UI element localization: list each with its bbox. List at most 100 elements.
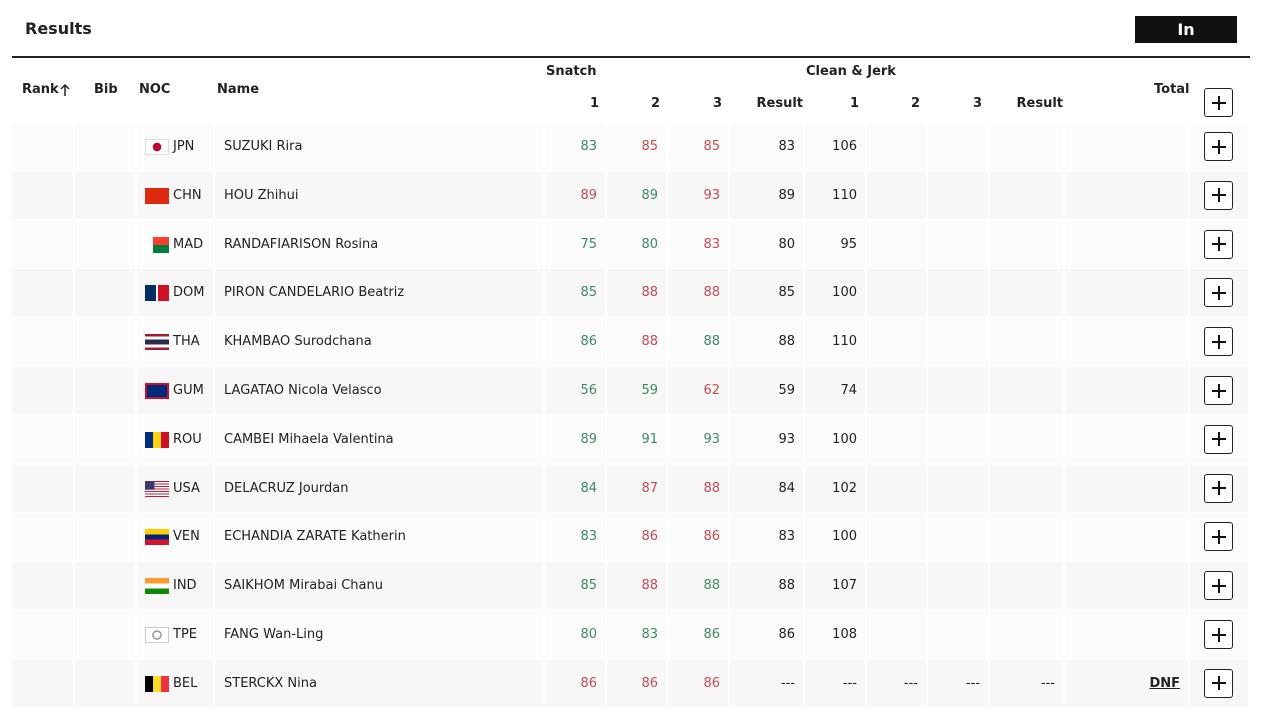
noc-cell: BEL xyxy=(137,659,215,707)
cj-result xyxy=(990,123,1065,170)
total-cell xyxy=(1065,318,1190,366)
cj-result xyxy=(990,318,1065,366)
snatch-attempt: 56 xyxy=(545,367,607,414)
noc-code: USA xyxy=(173,480,200,496)
expand-button[interactable] xyxy=(1204,522,1233,552)
snatch-attempt: 89 xyxy=(545,171,607,219)
snatch-result: --- xyxy=(730,659,805,707)
total-cell xyxy=(1065,123,1190,170)
rank-cell xyxy=(12,464,75,512)
bib-cell xyxy=(75,464,137,512)
sort-icon[interactable] xyxy=(60,83,70,97)
snatch-result: 83 xyxy=(730,123,805,170)
noc-code: VEN xyxy=(173,529,200,545)
bib-cell xyxy=(75,611,137,658)
bib-cell xyxy=(75,659,137,707)
noc-code: JPN xyxy=(173,139,195,154)
expand-button[interactable] xyxy=(1204,327,1233,357)
snatch-attempt: 83 xyxy=(668,220,730,268)
noc-code: MAD xyxy=(173,236,204,252)
bib-cell xyxy=(75,220,137,268)
noc-cell: TPE xyxy=(137,611,215,658)
col-header: Total xyxy=(1154,82,1190,97)
total-cell xyxy=(1065,367,1190,414)
rank-cell xyxy=(12,171,75,219)
bib-cell xyxy=(75,123,137,170)
name-cell: RANDAFIARISON Rosina xyxy=(215,220,545,268)
expand-button[interactable] xyxy=(1204,668,1233,698)
snatch-attempt: 80 xyxy=(545,611,607,658)
snatch-attempt: 88 xyxy=(607,562,668,610)
total-cell xyxy=(1065,464,1190,512)
expand-button[interactable] xyxy=(1204,571,1233,601)
expand-button[interactable] xyxy=(1204,132,1233,161)
snatch-result: 88 xyxy=(730,562,805,610)
cj-attempt: 102 xyxy=(805,464,867,512)
expand-button[interactable] xyxy=(1204,376,1233,405)
col-header: NOC xyxy=(139,82,171,97)
cj-attempt xyxy=(867,318,928,366)
expand-button[interactable] xyxy=(1204,180,1233,210)
snatch-attempt: 88 xyxy=(607,318,668,366)
cj-attempt xyxy=(867,220,928,268)
snatch-attempt: 93 xyxy=(668,415,730,463)
cj-attempt xyxy=(867,415,928,463)
cj-attempt xyxy=(928,220,990,268)
bib-cell xyxy=(75,415,137,463)
cj-result xyxy=(990,367,1065,414)
cj-result xyxy=(990,269,1065,317)
snatch-attempt: 86 xyxy=(668,659,730,707)
noc-code: THA xyxy=(173,334,200,350)
cj-attempt xyxy=(867,464,928,512)
expand-button[interactable] xyxy=(1204,424,1233,454)
flag-icon xyxy=(145,383,169,399)
col-header: Clean & Jerk xyxy=(806,64,896,79)
cj-result: --- xyxy=(990,659,1065,707)
expand-button[interactable] xyxy=(1204,229,1233,259)
expand-button[interactable] xyxy=(1204,473,1233,503)
col-header: 1 xyxy=(589,96,599,111)
expand-all-button[interactable] xyxy=(1204,88,1233,117)
noc-code: GUM xyxy=(173,383,204,398)
snatch-attempt: 86 xyxy=(545,318,607,366)
total-cell xyxy=(1065,513,1190,561)
snatch-attempt: 85 xyxy=(545,562,607,610)
cj-attempt xyxy=(928,415,990,463)
cj-attempt: 106 xyxy=(805,123,867,170)
flag-icon xyxy=(145,529,169,546)
table-row: JPN SUZUKI Rira 83 85 85 83 106 xyxy=(12,123,1250,170)
snatch-attempt: 85 xyxy=(607,123,668,170)
total-cell xyxy=(1065,562,1190,610)
expand-button[interactable] xyxy=(1204,278,1233,308)
flag-icon xyxy=(145,334,169,351)
col-header: 3 xyxy=(972,96,982,111)
table-row: DOM PIRON CANDELARIO Beatriz 85 88 88 85 100 xyxy=(12,269,1250,317)
status-badge: In Progress xyxy=(1135,16,1237,66)
snatch-attempt: 85 xyxy=(668,123,730,170)
total-cell xyxy=(1065,171,1190,219)
snatch-attempt: 91 xyxy=(607,415,668,463)
expand-button[interactable] xyxy=(1204,620,1233,649)
col-header: Result xyxy=(1016,96,1064,111)
snatch-attempt: 86 xyxy=(668,513,730,561)
cj-attempt: 100 xyxy=(805,269,867,317)
snatch-result: 83 xyxy=(730,513,805,561)
col-header[interactable]: Rank xyxy=(22,82,59,97)
col-header: 3 xyxy=(712,96,722,111)
cj-result xyxy=(990,220,1065,268)
name-cell: DELACRUZ Jourdan xyxy=(215,464,545,512)
noc-cell: IND xyxy=(137,562,215,610)
col-header: Snatch xyxy=(546,64,597,79)
table-row: MAD RANDAFIARISON Rosina 75 80 83 80 95 xyxy=(12,220,1250,268)
snatch-attempt: 86 xyxy=(607,659,668,707)
snatch-attempt: 88 xyxy=(668,318,730,366)
table-row: GUM LAGATAO Nicola Velasco 56 59 62 59 74 xyxy=(12,367,1250,414)
flag-icon xyxy=(145,627,169,643)
rank-cell xyxy=(12,123,75,170)
cj-attempt: 108 xyxy=(805,611,867,658)
col-header: Name xyxy=(217,82,260,97)
snatch-result: 80 xyxy=(730,220,805,268)
cj-attempt: 95 xyxy=(805,220,867,268)
snatch-result: 59 xyxy=(730,367,805,414)
noc-cell: VEN xyxy=(137,513,215,561)
